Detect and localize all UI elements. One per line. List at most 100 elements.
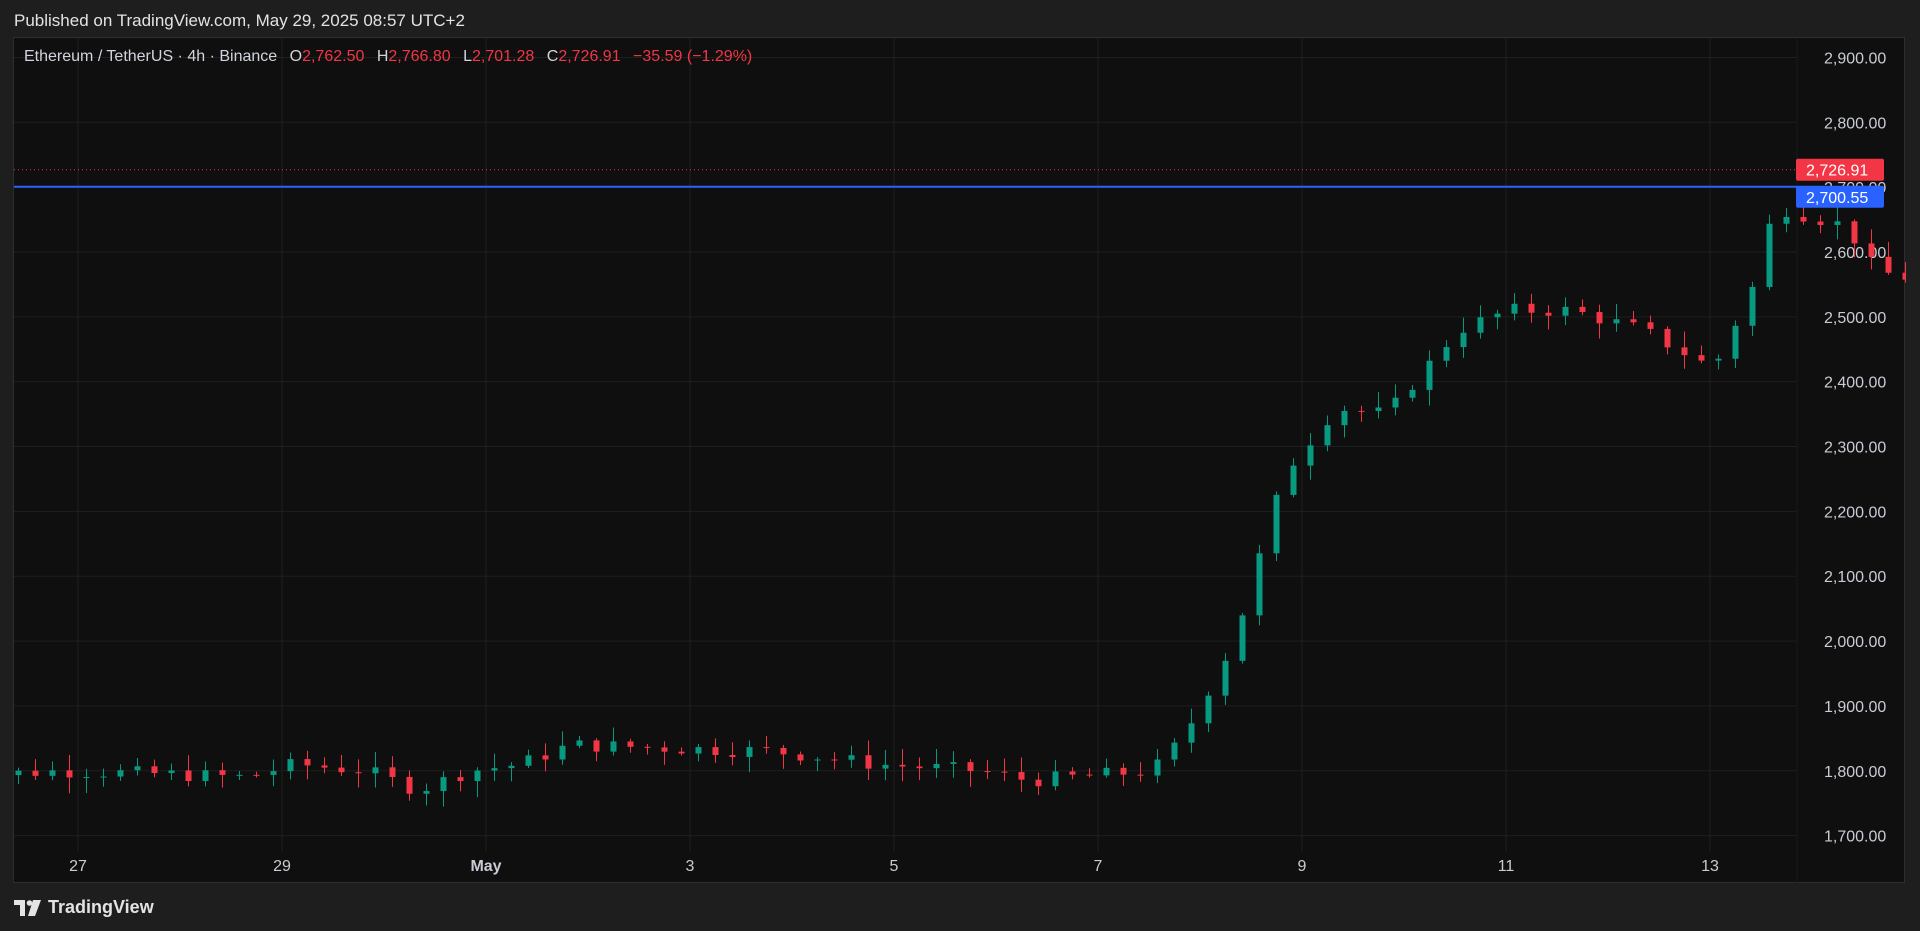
candle-body (100, 776, 107, 778)
candle-body (1749, 286, 1756, 326)
symbol-legend: Ethereum / TetherUS · 4h · Binance O2,76… (24, 48, 752, 66)
candle-body (1239, 615, 1246, 661)
candle-body (1800, 216, 1807, 222)
candle-body (1273, 494, 1280, 554)
candle-body (1103, 767, 1110, 776)
candle-body (134, 766, 141, 771)
y-tick-label: 1,700.00 (1824, 829, 1886, 846)
x-tick-label: 15 (1905, 858, 1906, 875)
candle-body (729, 754, 736, 757)
candle-body (1086, 774, 1093, 776)
candle-body (253, 774, 260, 776)
tradingview-logo-text: TradingView (48, 897, 154, 917)
published-header: Published on TradingView.com, May 29, 20… (14, 11, 465, 30)
close-value: 2,726.91 (558, 48, 621, 65)
candle-body (899, 764, 906, 767)
candle-body (1511, 303, 1518, 314)
y-tick-label: 2,200.00 (1824, 504, 1886, 521)
candle-body (508, 765, 515, 769)
candle-body (1001, 771, 1008, 773)
candle-body (1137, 774, 1144, 776)
candle-body (1409, 389, 1416, 398)
candle-body (1035, 779, 1042, 787)
candle-body (1579, 306, 1586, 313)
high-value: 2,766.80 (388, 48, 451, 65)
candle-body (1766, 223, 1773, 287)
candle-body (1069, 771, 1076, 775)
candle-body (440, 777, 447, 792)
candle-body (1494, 313, 1501, 318)
candle-body (1596, 312, 1603, 324)
tradingview-logo[interactable]: TradingView (14, 897, 154, 918)
y-tick-label: 1,800.00 (1824, 764, 1886, 781)
candle-body (287, 759, 294, 772)
candle-body (1324, 425, 1331, 446)
x-tick-label: 27 (69, 858, 87, 875)
candlestick-chart[interactable]: 1,700.00 1,800.00 1,900.00 2,000.00 2,100.00… (14, 38, 1906, 884)
candle-body (695, 747, 702, 754)
candle-body (797, 754, 804, 761)
candle-body (1341, 410, 1348, 426)
candle-body (457, 777, 464, 782)
candle-body (355, 772, 362, 774)
candle-body (491, 768, 498, 771)
last-price-tag (1796, 158, 1884, 181)
candle-body (1358, 410, 1365, 412)
open-value: 2,762.50 (302, 48, 365, 65)
candle-body (1290, 465, 1297, 495)
candle-body (83, 776, 90, 778)
x-tick-label: 11 (1498, 858, 1515, 875)
candle-body (372, 767, 379, 774)
candle-body (967, 762, 974, 772)
last-price-tag-label: 2,726.91 (1806, 163, 1868, 180)
candle-body (678, 751, 685, 754)
candle-body (15, 770, 22, 776)
candle-body (933, 763, 940, 769)
y-tick-label: 2,000.00 (1824, 634, 1886, 651)
candle-body (474, 770, 481, 782)
candle-body (525, 755, 532, 766)
candle-body (848, 755, 855, 760)
candle-body (1647, 322, 1654, 329)
candle-body (644, 746, 651, 748)
candle-body (1052, 771, 1059, 787)
candle-body (389, 767, 396, 777)
candle-body (916, 766, 923, 769)
candle-body (1222, 660, 1229, 696)
candle-body (1834, 221, 1841, 225)
candle-body (1817, 221, 1824, 225)
candle-body (712, 747, 719, 755)
candle-body (49, 770, 56, 776)
candle-body (1205, 695, 1212, 724)
candle-body (542, 755, 549, 760)
candle-body (1732, 325, 1739, 359)
chart-frame[interactable]: 1,700.00 1,800.00 1,900.00 2,000.00 2,100.00… (13, 37, 1906, 884)
candle-body (1307, 445, 1314, 466)
candle-body (185, 770, 192, 782)
candle-body (1426, 360, 1433, 390)
high-label: H (376, 48, 389, 65)
x-tick-label: May (470, 858, 501, 875)
hline-price-tag (1796, 185, 1884, 208)
candle-body (1885, 256, 1892, 273)
candle-body (1613, 319, 1620, 324)
candle-body (1392, 397, 1399, 408)
candle-body (1443, 347, 1450, 361)
candle-body (576, 740, 583, 746)
x-tick-label: 9 (1298, 858, 1307, 875)
low-label: L (463, 48, 473, 65)
y-tick-label: 2,800.00 (1824, 115, 1886, 132)
candle-body (1018, 772, 1025, 780)
candle-body (321, 765, 328, 768)
y-tick-label: 2,900.00 (1824, 50, 1886, 67)
candle-body (1698, 355, 1705, 361)
candle-body (202, 770, 209, 782)
y-tick-label: 2,500.00 (1824, 310, 1886, 327)
candle-body (1664, 328, 1671, 348)
candle-body (304, 759, 311, 766)
symbol-label[interactable]: Ethereum / TetherUS · 4h · Binance (24, 48, 278, 65)
candle-body (1783, 216, 1790, 224)
x-tick-label: 13 (1701, 858, 1719, 875)
open-label: O (289, 48, 303, 65)
candle-body (270, 771, 277, 775)
